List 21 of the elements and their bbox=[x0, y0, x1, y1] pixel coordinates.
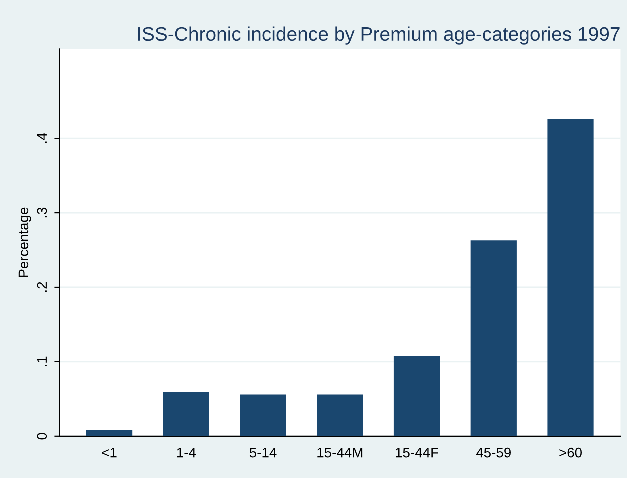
y-tick-label: .2 bbox=[37, 282, 47, 292]
x-tick-label: 15-44F bbox=[396, 448, 438, 458]
y-tick-label: 0 bbox=[37, 433, 48, 440]
y-axis-title: Percentage bbox=[18, 208, 32, 278]
x-tick-label: >60 bbox=[560, 448, 582, 458]
bar bbox=[548, 119, 594, 436]
bar bbox=[86, 430, 133, 436]
x-tick-label: 5-14 bbox=[250, 448, 277, 458]
bar bbox=[163, 392, 210, 436]
y-tick-label: .1 bbox=[37, 356, 47, 366]
chart-title: ISS-Chronic incidence by Premium age-categories 1997 bbox=[138, 26, 620, 45]
bar bbox=[394, 356, 440, 436]
x-tick-label: <1 bbox=[102, 448, 117, 458]
x-tick-label: 1-4 bbox=[177, 448, 196, 458]
bar bbox=[317, 394, 364, 436]
bar bbox=[240, 394, 286, 436]
x-tick-label: 15-44M bbox=[318, 448, 363, 458]
bar bbox=[470, 240, 517, 436]
x-tick-label: 45-59 bbox=[476, 448, 511, 458]
y-tick-label: .4 bbox=[37, 133, 47, 144]
y-tick-label: .3 bbox=[37, 208, 48, 218]
